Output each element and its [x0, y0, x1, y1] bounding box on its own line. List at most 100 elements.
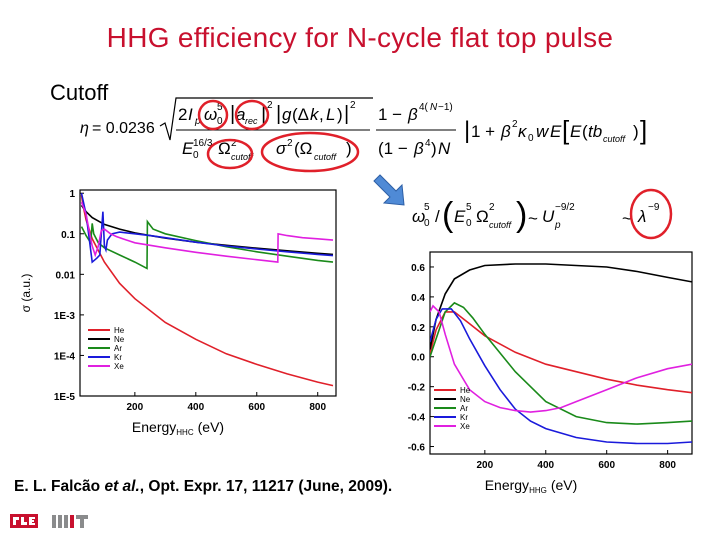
x-axis-label: EnergyHHG (eV) — [485, 477, 578, 495]
citation-authors: E. L. Falcão — [14, 478, 105, 495]
svg-text:p: p — [554, 220, 561, 231]
svg-text:L: L — [326, 105, 335, 124]
x-tick-label: 600 — [598, 460, 615, 471]
citation: E. L. Falcão et al., Opt. Expr. 17, 1121… — [14, 478, 392, 496]
svg-text:5: 5 — [424, 202, 430, 213]
svg-text:): ) — [431, 139, 437, 158]
plot-frame — [429, 251, 693, 455]
svg-text:2: 2 — [512, 119, 518, 130]
rle-logo-icon — [10, 514, 38, 528]
legend-label-he: He — [114, 326, 125, 335]
svg-text:|: | — [276, 103, 281, 125]
svg-text:(: ( — [582, 122, 588, 141]
svg-text:2: 2 — [350, 100, 356, 111]
x-tick-label: 800 — [309, 402, 326, 413]
svg-text:,: , — [319, 105, 324, 124]
legend-label-xe: Xe — [114, 362, 124, 371]
slide-title: HHG efficiency for N-cycle flat top puls… — [106, 22, 614, 53]
svg-text:|: | — [261, 103, 266, 125]
y-tick-label: -0.6 — [408, 443, 426, 454]
svg-text:(Δ: (Δ — [292, 105, 309, 124]
svg-text:(Ω: (Ω — [294, 139, 312, 158]
svg-text:β: β — [500, 122, 511, 141]
svg-text:tb: tb — [588, 122, 602, 141]
svg-text:4(: 4( — [419, 102, 429, 113]
y-tick-label: 1E-4 — [54, 351, 76, 362]
svg-text:16/3: 16/3 — [193, 138, 213, 149]
svg-text:4: 4 — [425, 138, 431, 149]
svg-text:σ: σ — [276, 139, 287, 158]
legend-label-kr: Kr — [114, 353, 122, 362]
svg-text:): ) — [346, 139, 352, 158]
svg-text:N: N — [438, 139, 451, 158]
svg-text:]: ] — [640, 115, 647, 145]
legend-label-ne: Ne — [460, 395, 471, 404]
svg-text:0: 0 — [217, 116, 223, 127]
x-tick-label: 400 — [187, 402, 204, 413]
svg-text:g: g — [282, 105, 292, 124]
svg-text:(1 −: (1 − — [378, 139, 408, 158]
cross-section-chart: 1 0.1 0.01 1E-3 1E-4 1E-5 200 400 600 800 HeNeArKr… — [19, 189, 337, 437]
y-tick-label: 1E-5 — [54, 392, 76, 403]
svg-text:(: ( — [442, 196, 454, 234]
x-tick-label: 400 — [537, 460, 554, 471]
svg-text:2: 2 — [287, 138, 293, 149]
recombination-amplitude-chart: 0.6 0.4 0.2 0.0 -0.2 -0.4 -0.6 200 400 600 800 HeNe… — [408, 251, 693, 495]
y-tick-label: 0.1 — [61, 230, 75, 241]
svg-text:2: 2 — [231, 138, 237, 149]
svg-text:): ) — [516, 196, 527, 234]
svg-text:0: 0 — [528, 133, 534, 144]
svg-text:5: 5 — [217, 102, 223, 113]
svg-text:ω: ω — [412, 207, 425, 226]
svg-text:|: | — [230, 103, 235, 125]
svg-text:β: β — [413, 139, 424, 158]
svg-text:1 −: 1 − — [378, 105, 402, 124]
svg-text:N: N — [430, 102, 438, 113]
svg-text:rec: rec — [245, 116, 258, 126]
svg-text:2: 2 — [178, 105, 187, 124]
svg-text:cutoff: cutoff — [489, 220, 513, 230]
svg-text:2: 2 — [489, 202, 495, 213]
svg-text:−1): −1) — [438, 102, 453, 113]
y-tick-label: 0.01 — [56, 270, 76, 281]
y-tick-label: 0.4 — [411, 293, 425, 304]
mit-logo-icon — [52, 515, 88, 528]
x-tick-label: 200 — [476, 460, 493, 471]
svg-text:= 0.0236: = 0.0236 — [92, 120, 155, 137]
svg-text:cutoff: cutoff — [314, 152, 338, 162]
svg-text:~: ~ — [622, 209, 632, 228]
svg-text:0: 0 — [466, 218, 472, 229]
svg-text:cutoff: cutoff — [603, 134, 627, 144]
legend-label-ne: Ne — [114, 335, 125, 344]
svg-text:η: η — [80, 120, 89, 137]
series-line-ne — [430, 263, 692, 350]
y-tick-label: 0.2 — [411, 323, 425, 334]
svg-text:E: E — [182, 139, 194, 158]
svg-text:5: 5 — [466, 202, 472, 213]
down-right-arrow-icon — [373, 174, 405, 206]
svg-text:k: k — [310, 105, 320, 124]
svg-text:λ: λ — [637, 207, 646, 226]
legend-label-kr: Kr — [460, 413, 468, 422]
series-line-ar — [430, 301, 692, 425]
svg-text:−9/2: −9/2 — [555, 202, 575, 213]
y-axis-label: σ (a.u.) — [19, 274, 33, 313]
y-tick-label: 0.0 — [411, 353, 425, 364]
svg-text:E: E — [454, 207, 466, 226]
series-line-ar — [80, 219, 334, 270]
svg-text:[: [ — [562, 115, 570, 145]
y-tick-label: 0.6 — [411, 263, 425, 274]
efficiency-equation: η = 0.0236 2 I p ω 5 0 | a rec | 2 | g (… — [80, 97, 647, 173]
svg-text:~: ~ — [528, 209, 538, 228]
svg-text:1 +: 1 + — [471, 122, 495, 141]
legend-label-xe: Xe — [460, 422, 470, 431]
series-line-xe — [430, 304, 692, 413]
y-tick-label: -0.4 — [408, 413, 426, 424]
series-line-kr — [430, 308, 692, 445]
svg-text:): ) — [337, 105, 343, 124]
svg-text:0: 0 — [193, 150, 199, 161]
svg-text:ω: ω — [204, 105, 217, 124]
cutoff-label: Cutoff — [50, 80, 109, 105]
x-tick-label: 200 — [127, 402, 144, 413]
svg-text:E: E — [550, 122, 562, 141]
